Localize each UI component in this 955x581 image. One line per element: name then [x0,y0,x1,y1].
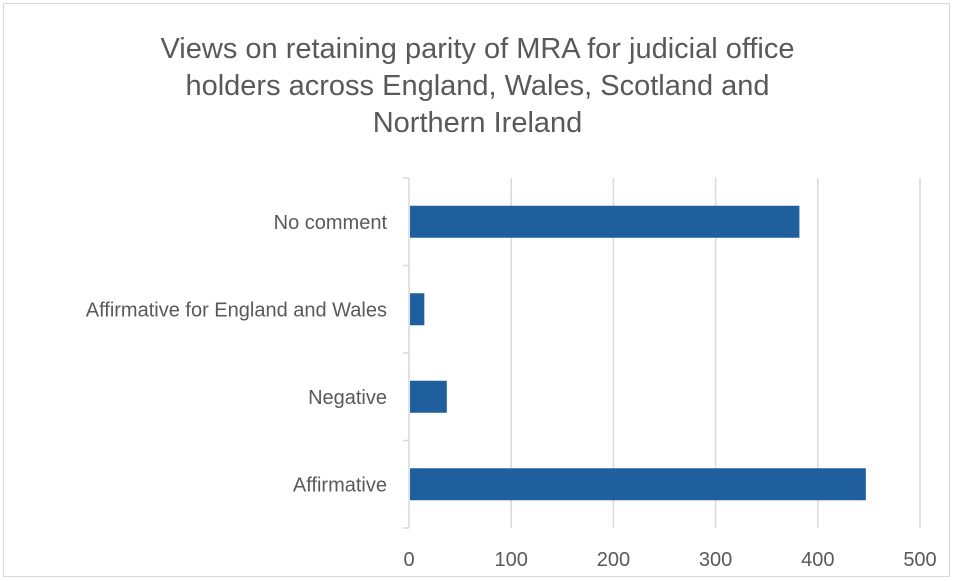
category-label: Negative [308,387,387,409]
chart-title: Views on retaining parity of MRA for jud… [0,31,955,142]
chart-title-line-2: holders across England, Wales, Scotland … [185,70,770,102]
category-axis [403,177,410,529]
bar-negative [410,380,447,413]
category-labels: No comment Affirmative for England and Wa… [86,212,388,497]
x-tick-labels: 0 100 200 300 400 500 [403,549,936,571]
category-label: No comment [274,212,388,234]
category-label: Affirmative for England and Wales [86,299,387,321]
x-tick-label: 400 [801,549,834,571]
x-tick-label: 500 [903,549,936,571]
x-tick-label: 0 [403,549,414,571]
x-tick-label: 300 [699,549,732,571]
bar-no-comment [410,205,800,238]
category-label: Affirmative [293,474,387,496]
x-tick-label: 200 [597,549,630,571]
bar-affirmative-for-england-and-wales [410,293,425,326]
bars [410,205,866,501]
chart-title-line-1: Views on retaining parity of MRA for jud… [160,33,795,65]
bar-affirmative [410,468,866,501]
x-tick-label: 100 [495,549,528,571]
chart-title-line-3: Northern Ireland [372,107,583,139]
